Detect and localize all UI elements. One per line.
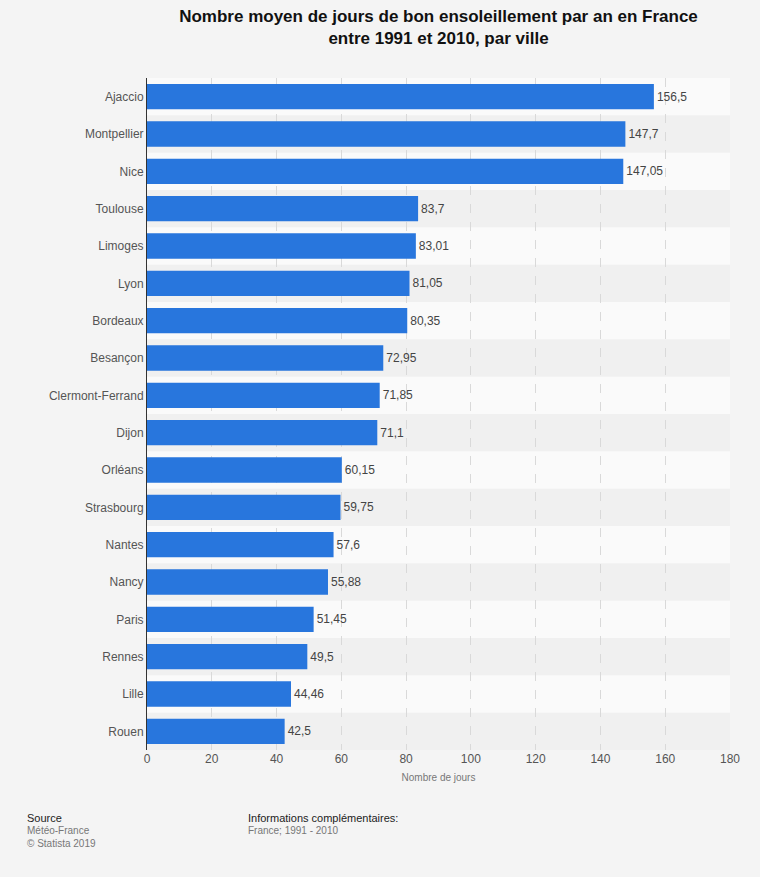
svg-text:Paris: Paris bbox=[116, 613, 143, 627]
svg-text:Orléans: Orléans bbox=[102, 463, 144, 477]
svg-text:83,01: 83,01 bbox=[419, 239, 449, 253]
svg-text:156,5: 156,5 bbox=[657, 90, 687, 104]
svg-text:59,75: 59,75 bbox=[344, 500, 374, 514]
svg-text:Lille: Lille bbox=[122, 687, 144, 701]
svg-text:80,35: 80,35 bbox=[410, 314, 440, 328]
svg-text:42,5: 42,5 bbox=[288, 724, 312, 738]
svg-text:147,05: 147,05 bbox=[626, 164, 663, 178]
svg-text:44,46: 44,46 bbox=[294, 687, 324, 701]
svg-text:Source: Source bbox=[27, 812, 62, 824]
svg-text:Ajaccio: Ajaccio bbox=[105, 90, 144, 104]
svg-text:0: 0 bbox=[144, 752, 151, 766]
svg-text:Nice: Nice bbox=[120, 165, 144, 179]
svg-text:Nombre moyen de jours de bon e: Nombre moyen de jours de bon ensoleillem… bbox=[179, 7, 698, 48]
svg-text:60,15: 60,15 bbox=[345, 463, 375, 477]
svg-text:160: 160 bbox=[655, 752, 675, 766]
svg-text:Nombre de jours: Nombre de jours bbox=[402, 772, 476, 783]
svg-text:Toulouse: Toulouse bbox=[96, 202, 144, 216]
svg-text:60: 60 bbox=[335, 752, 349, 766]
svg-text:Montpellier: Montpellier bbox=[85, 127, 144, 141]
svg-text:Strasbourg: Strasbourg bbox=[85, 501, 144, 515]
svg-text:120: 120 bbox=[526, 752, 546, 766]
svg-text:83,7: 83,7 bbox=[421, 202, 445, 216]
svg-text:© Statista 2019: © Statista 2019 bbox=[27, 838, 96, 849]
svg-text:49,5: 49,5 bbox=[310, 650, 334, 664]
svg-text:Nancy: Nancy bbox=[110, 575, 144, 589]
svg-text:Limoges: Limoges bbox=[98, 239, 143, 253]
svg-text:Météo-France: Météo-France bbox=[27, 825, 90, 836]
svg-text:147,7: 147,7 bbox=[628, 127, 658, 141]
svg-text:57,6: 57,6 bbox=[337, 538, 361, 552]
svg-text:71,1: 71,1 bbox=[380, 426, 404, 440]
svg-text:Besançon: Besançon bbox=[90, 351, 143, 365]
svg-text:Lyon: Lyon bbox=[118, 277, 144, 291]
svg-text:Rouen: Rouen bbox=[108, 725, 143, 739]
svg-text:71,85: 71,85 bbox=[383, 388, 413, 402]
svg-text:France; 1991 - 2010: France; 1991 - 2010 bbox=[248, 825, 338, 836]
svg-text:40: 40 bbox=[270, 752, 284, 766]
svg-text:55,88: 55,88 bbox=[331, 575, 361, 589]
svg-text:Nantes: Nantes bbox=[106, 538, 144, 552]
svg-text:180: 180 bbox=[720, 752, 740, 766]
svg-text:51,45: 51,45 bbox=[317, 612, 347, 626]
svg-text:Clermont-Ferrand: Clermont-Ferrand bbox=[49, 389, 144, 403]
svg-text:Informations complémentaires:: Informations complémentaires: bbox=[248, 812, 398, 824]
svg-text:Bordeaux: Bordeaux bbox=[92, 314, 143, 328]
svg-text:80: 80 bbox=[399, 752, 413, 766]
svg-text:72,95: 72,95 bbox=[386, 351, 416, 365]
svg-text:Rennes: Rennes bbox=[102, 650, 143, 664]
svg-text:20: 20 bbox=[205, 752, 219, 766]
svg-text:81,05: 81,05 bbox=[413, 276, 443, 290]
svg-text:Dijon: Dijon bbox=[116, 426, 143, 440]
svg-text:100: 100 bbox=[461, 752, 481, 766]
svg-text:140: 140 bbox=[590, 752, 610, 766]
